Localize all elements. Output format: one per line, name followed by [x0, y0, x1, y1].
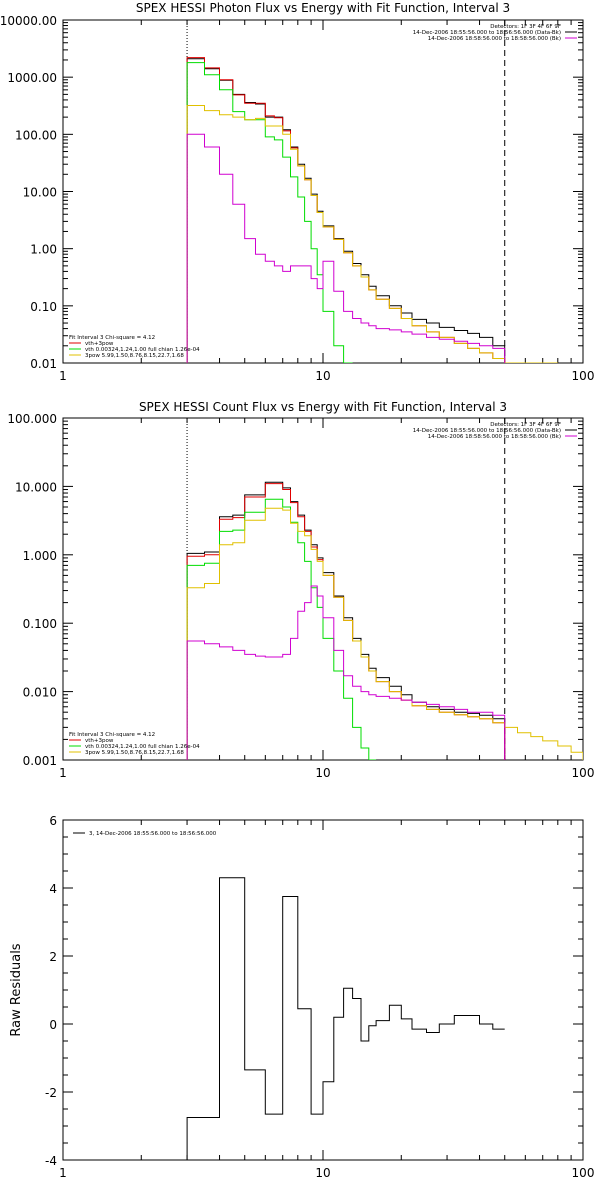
y-tick-label: 0.01 [30, 357, 57, 371]
legend-entry: 14-Dec-2006 18:55:56.000 to 18:56:56.000… [413, 428, 561, 434]
y-tick-label: 10.000 [15, 480, 57, 494]
x-tick-label: 10 [315, 766, 330, 780]
y-tick-label: 1000.00 [7, 71, 57, 85]
x-tick-label: 1 [59, 369, 67, 383]
legend-entry: 14-Dec-2006 18:58:56.000 to 18:58:56.000… [428, 36, 561, 42]
chart-title: SPEX HESSI Photon Flux vs Energy with Fi… [136, 1, 510, 15]
y-tick-label: 100.000 [7, 412, 57, 426]
y-tick-label: 4 [49, 882, 57, 896]
legend-entry: 3pow 5.99,1.50,8.76,8.15,22.7,1.68 [85, 353, 184, 359]
y-tick-label: 0.10 [30, 300, 57, 314]
legend-entry: 14-Dec-2006 18:55:56.000 to 18:56:56.000… [413, 30, 561, 36]
legend-entry: Detectors: 1F 3F 4F 6F 9F [490, 24, 561, 30]
legend-entry: vth 0.00324,1.24,1.00 full chian 1.26e-0… [85, 347, 200, 353]
series-black-line [186, 58, 506, 363]
legend-entry: 14-Dec-2006 18:58:56.000 to 18:58:56.000… [428, 434, 561, 440]
x-tick-label: 100 [572, 1166, 595, 1180]
series-yellow-line [186, 105, 558, 363]
y-tick-label: 0.100 [23, 617, 57, 631]
series-green-line [186, 62, 353, 363]
y-tick-label: -2 [45, 1086, 57, 1100]
legend-entry: vth+3pow [85, 341, 114, 347]
y-tick-label: 1.000 [23, 549, 57, 563]
x-tick-label: 1 [59, 766, 67, 780]
legend-entry: 3, 14-Dec-2006 18:55:56.000 to 18:56:56.… [89, 831, 217, 837]
legend-entry: Detectors: 1F 3F 4F 6F 9F [490, 422, 561, 428]
legend-entry: vth 0.00324,1.24,1.00 full chian 1.26e-0… [85, 744, 200, 750]
series-red-line [186, 57, 558, 363]
x-tick-label: 10 [315, 1166, 330, 1180]
y-tick-label: 1.00 [30, 243, 57, 257]
x-tick-label: 10 [315, 369, 330, 383]
y-tick-label: 2 [49, 950, 57, 964]
series-black-line [186, 481, 506, 760]
chart-title: SPEX HESSI Count Flux vs Energy with Fit… [139, 400, 507, 414]
series-magenta-line [186, 133, 506, 363]
series-green-line [186, 498, 377, 760]
series-magenta-line [186, 585, 506, 760]
y-axis-label: Raw Residuals [9, 943, 24, 1036]
y-tick-label: 6 [49, 814, 57, 828]
legend-entry: 3pow 5.99,1.50,8.76,8.15,22.7,1.68 [85, 750, 184, 756]
series-black-line [186, 877, 505, 1160]
series-yellow-line [186, 507, 583, 760]
y-tick-label: 0 [49, 1018, 57, 1032]
y-tick-label: 0.010 [23, 686, 57, 700]
series-red-line [186, 483, 506, 760]
legend-entry: Fit Interval 3 Chi-square = 4.12 [69, 732, 155, 738]
y-tick-label: -4 [45, 1154, 57, 1168]
legend-entry: vth+3pow [85, 738, 114, 744]
y-tick-label: 100.00 [15, 128, 57, 142]
legend-entry: Fit Interval 3 Chi-square = 4.12 [69, 335, 155, 341]
y-tick-label: 10000.00 [0, 14, 57, 28]
y-tick-label: 0.001 [23, 754, 57, 768]
x-tick-label: 1 [59, 1166, 67, 1180]
x-tick-label: 100 [572, 369, 595, 383]
x-tick-label: 100 [572, 766, 595, 780]
y-tick-label: 10.00 [23, 186, 57, 200]
